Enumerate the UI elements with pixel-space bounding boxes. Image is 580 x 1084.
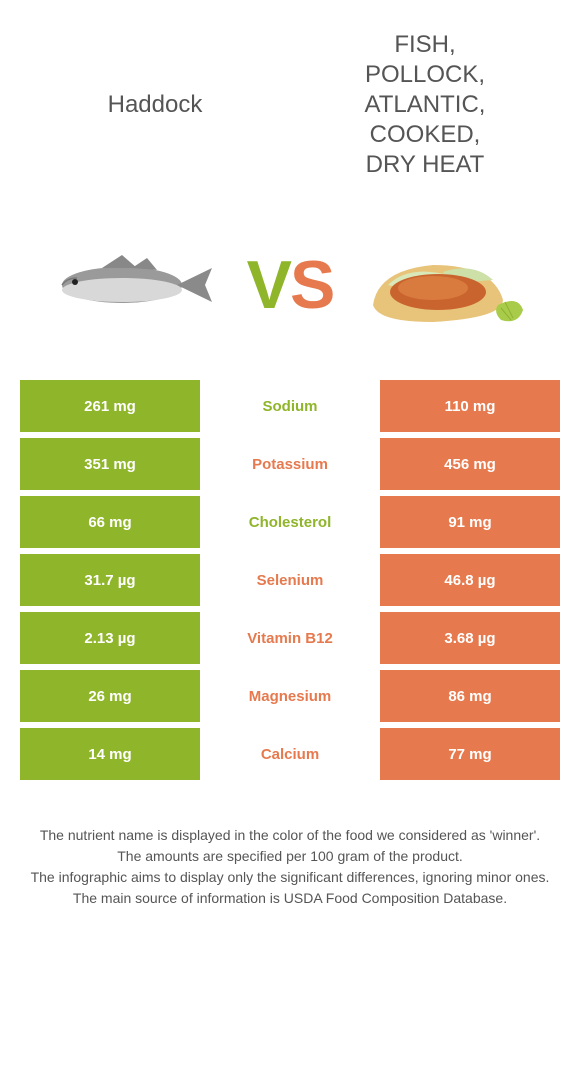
- cell-left-value: 261 mg: [20, 380, 200, 432]
- table-row: 31.7 µgSelenium46.8 µg: [20, 554, 560, 606]
- cell-nutrient-name: Calcium: [200, 728, 380, 780]
- cell-right-value: 456 mg: [380, 438, 560, 490]
- food-left-image: [47, 230, 227, 340]
- cell-nutrient-name: Sodium: [200, 380, 380, 432]
- header: Haddock FISH, POLLOCK, ATLANTIC, COOKED,…: [0, 0, 580, 210]
- cell-nutrient-name: Selenium: [200, 554, 380, 606]
- vs-s: S: [290, 247, 333, 323]
- haddock-icon: [47, 250, 227, 320]
- cell-right-value: 86 mg: [380, 670, 560, 722]
- footnote-line: The amounts are specified per 100 gram o…: [15, 847, 565, 866]
- cell-right-value: 3.68 µg: [380, 612, 560, 664]
- vs-v: V: [247, 247, 290, 323]
- table-row: 66 mgCholesterol91 mg: [20, 496, 560, 548]
- table-row: 14 mgCalcium77 mg: [20, 728, 560, 780]
- cell-left-value: 26 mg: [20, 670, 200, 722]
- table-row: 26 mgMagnesium86 mg: [20, 670, 560, 722]
- cell-left-value: 66 mg: [20, 496, 200, 548]
- food-right-title: FISH, POLLOCK, ATLANTIC, COOKED, DRY HEA…: [305, 30, 545, 180]
- fish-taco-icon: [353, 230, 533, 340]
- footnote-line: The infographic aims to display only the…: [15, 868, 565, 887]
- cell-nutrient-name: Vitamin B12: [200, 612, 380, 664]
- vs-row: VS: [0, 210, 580, 380]
- table-row: 261 mgSodium110 mg: [20, 380, 560, 432]
- cell-nutrient-name: Magnesium: [200, 670, 380, 722]
- footnotes: The nutrient name is displayed in the co…: [0, 786, 580, 908]
- footnote-line: The nutrient name is displayed in the co…: [15, 826, 565, 845]
- food-left-title: Haddock: [35, 90, 275, 120]
- cell-left-value: 351 mg: [20, 438, 200, 490]
- food-right-image: [353, 230, 533, 340]
- footnote-line: The main source of information is USDA F…: [15, 889, 565, 908]
- cell-right-value: 77 mg: [380, 728, 560, 780]
- cell-right-value: 46.8 µg: [380, 554, 560, 606]
- cell-left-value: 14 mg: [20, 728, 200, 780]
- nutrient-table: 261 mgSodium110 mg 351 mgPotassium456 mg 6…: [0, 380, 580, 780]
- cell-nutrient-name: Potassium: [200, 438, 380, 490]
- cell-left-value: 31.7 µg: [20, 554, 200, 606]
- cell-right-value: 91 mg: [380, 496, 560, 548]
- cell-right-value: 110 mg: [380, 380, 560, 432]
- table-row: 2.13 µgVitamin B123.68 µg: [20, 612, 560, 664]
- vs-label: VS: [247, 246, 334, 324]
- cell-left-value: 2.13 µg: [20, 612, 200, 664]
- cell-nutrient-name: Cholesterol: [200, 496, 380, 548]
- table-row: 351 mgPotassium456 mg: [20, 438, 560, 490]
